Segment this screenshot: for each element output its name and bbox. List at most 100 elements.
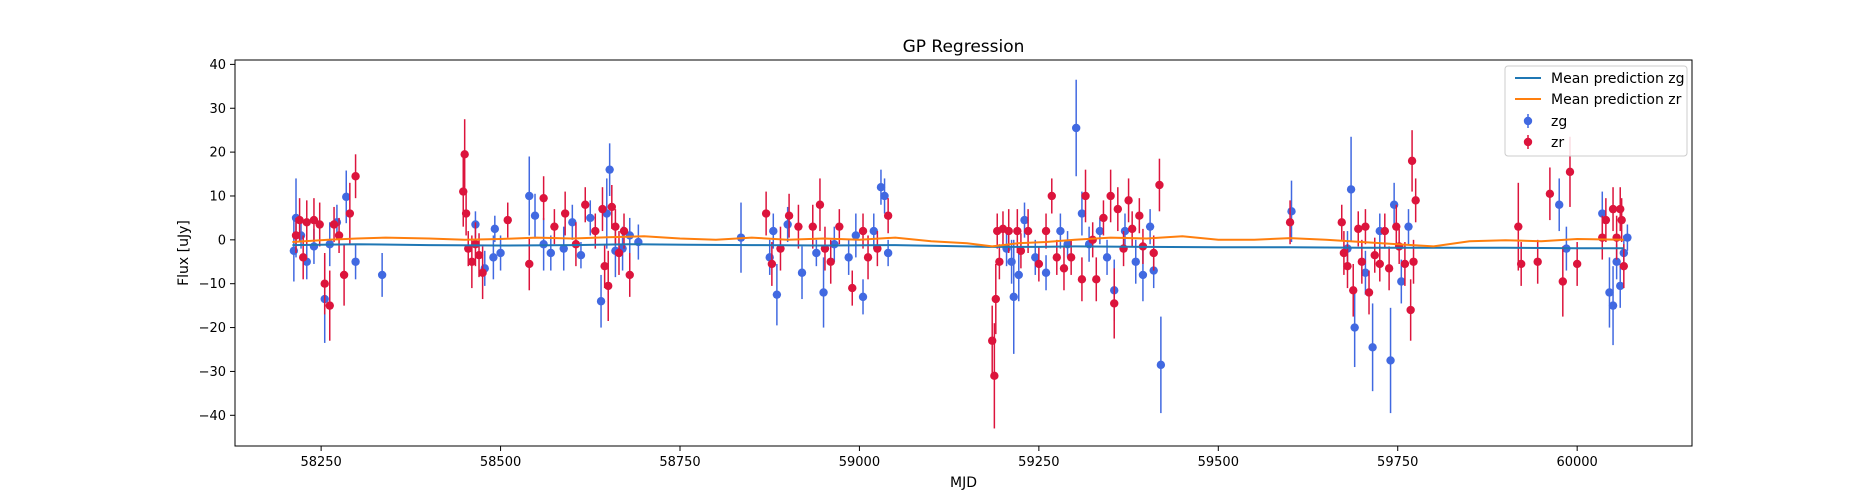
point-marker xyxy=(315,220,324,229)
data-point-zr xyxy=(1514,182,1523,271)
data-point-zr xyxy=(339,244,349,306)
point-marker xyxy=(568,218,577,227)
point-marker xyxy=(1533,257,1542,266)
point-marker xyxy=(1617,215,1626,225)
point-marker xyxy=(1041,268,1051,277)
point-marker xyxy=(1034,259,1044,269)
data-point-zr xyxy=(560,191,570,236)
data-point-zr xyxy=(1407,130,1417,192)
point-marker xyxy=(291,231,301,240)
legend-label-zg: zg xyxy=(1551,114,1567,130)
data-point-zg xyxy=(1346,136,1356,243)
data-point-zg xyxy=(1056,213,1065,249)
point-marker xyxy=(1041,226,1051,236)
data-point-zr xyxy=(873,231,882,267)
data-point-zr xyxy=(539,176,548,221)
x-tick-label: 58250 xyxy=(300,455,341,470)
point-marker xyxy=(783,220,792,229)
data-point-zr xyxy=(1411,178,1420,223)
point-marker xyxy=(1013,226,1022,236)
point-marker xyxy=(1516,259,1526,269)
data-point-zr xyxy=(315,202,324,247)
data-point-zr xyxy=(1099,200,1108,236)
point-marker xyxy=(776,244,785,253)
point-marker xyxy=(1081,191,1090,201)
data-point-zr xyxy=(604,250,613,321)
point-marker xyxy=(1120,226,1130,236)
y-tick-label: 0 xyxy=(218,233,226,248)
point-marker xyxy=(883,248,893,258)
data-point-zr xyxy=(1059,246,1069,291)
chart-title: GP Regression xyxy=(903,37,1025,57)
point-marker xyxy=(478,268,487,277)
point-marker xyxy=(539,240,548,249)
data-point-zg xyxy=(858,279,868,315)
data-point-zg xyxy=(1389,182,1399,227)
data-point-zg xyxy=(351,244,360,280)
data-point-zr xyxy=(863,235,873,280)
point-marker xyxy=(1287,207,1296,216)
point-marker xyxy=(820,244,830,253)
data-point-zr xyxy=(1041,213,1051,249)
data-point-zg xyxy=(1014,248,1023,302)
point-marker xyxy=(302,218,311,227)
data-point-zr xyxy=(625,253,634,297)
point-marker xyxy=(598,204,607,214)
point-marker xyxy=(474,250,484,260)
point-marker xyxy=(1605,288,1614,297)
data-point-zg xyxy=(851,213,861,258)
point-marker xyxy=(1601,215,1611,225)
data-point-zg xyxy=(1009,239,1018,354)
point-marker xyxy=(546,248,556,258)
point-marker xyxy=(1380,226,1390,236)
point-marker xyxy=(496,248,505,258)
x-tick-label: 58750 xyxy=(659,455,700,470)
point-marker xyxy=(1124,196,1133,205)
data-point-zr xyxy=(1092,257,1101,302)
point-marker xyxy=(1370,250,1379,260)
data-point-zr xyxy=(1149,235,1158,271)
data-point-zr xyxy=(767,242,777,286)
point-marker xyxy=(320,279,329,288)
point-marker xyxy=(1337,218,1346,227)
data-point-zg xyxy=(1386,307,1395,414)
x-tick-label: 60000 xyxy=(1556,455,1597,470)
point-marker xyxy=(991,294,1000,304)
point-marker xyxy=(600,261,609,271)
data-point-zg xyxy=(525,156,534,236)
data-point-zg xyxy=(1555,178,1564,232)
point-marker xyxy=(581,200,590,209)
point-marker xyxy=(835,222,844,231)
data-point-zr xyxy=(309,198,319,243)
line-mean-prediction-zg xyxy=(292,243,1624,250)
point-marker xyxy=(539,193,548,203)
point-marker xyxy=(848,283,857,293)
data-point-zg xyxy=(1095,217,1105,245)
point-marker xyxy=(625,270,634,280)
point-marker xyxy=(1389,200,1399,209)
series-layer xyxy=(289,79,1632,429)
data-point-zg xyxy=(880,178,889,214)
point-marker xyxy=(377,270,387,280)
y-axis-label: Flux [uJy] xyxy=(176,220,192,286)
point-marker xyxy=(1071,123,1081,133)
point-marker xyxy=(503,215,512,225)
data-point-zr xyxy=(581,187,590,223)
x-tick-label: 59000 xyxy=(839,455,880,470)
point-marker xyxy=(1619,261,1629,271)
y-axis: −40 −30 −20 −10 0 10 20 30 40 xyxy=(199,58,235,424)
data-point-zr xyxy=(1349,263,1358,317)
point-marker xyxy=(863,253,873,262)
data-point-zr xyxy=(1113,187,1123,232)
point-marker xyxy=(1623,233,1632,242)
point-marker xyxy=(1555,200,1564,209)
data-point-zr xyxy=(1106,169,1115,223)
point-marker xyxy=(995,257,1004,266)
point-marker xyxy=(1066,253,1076,262)
data-point-zg xyxy=(812,239,821,267)
y-tick-label: 20 xyxy=(209,146,226,161)
point-marker xyxy=(1346,185,1356,194)
data-point-zr xyxy=(298,235,308,280)
data-point-zr xyxy=(320,253,329,315)
